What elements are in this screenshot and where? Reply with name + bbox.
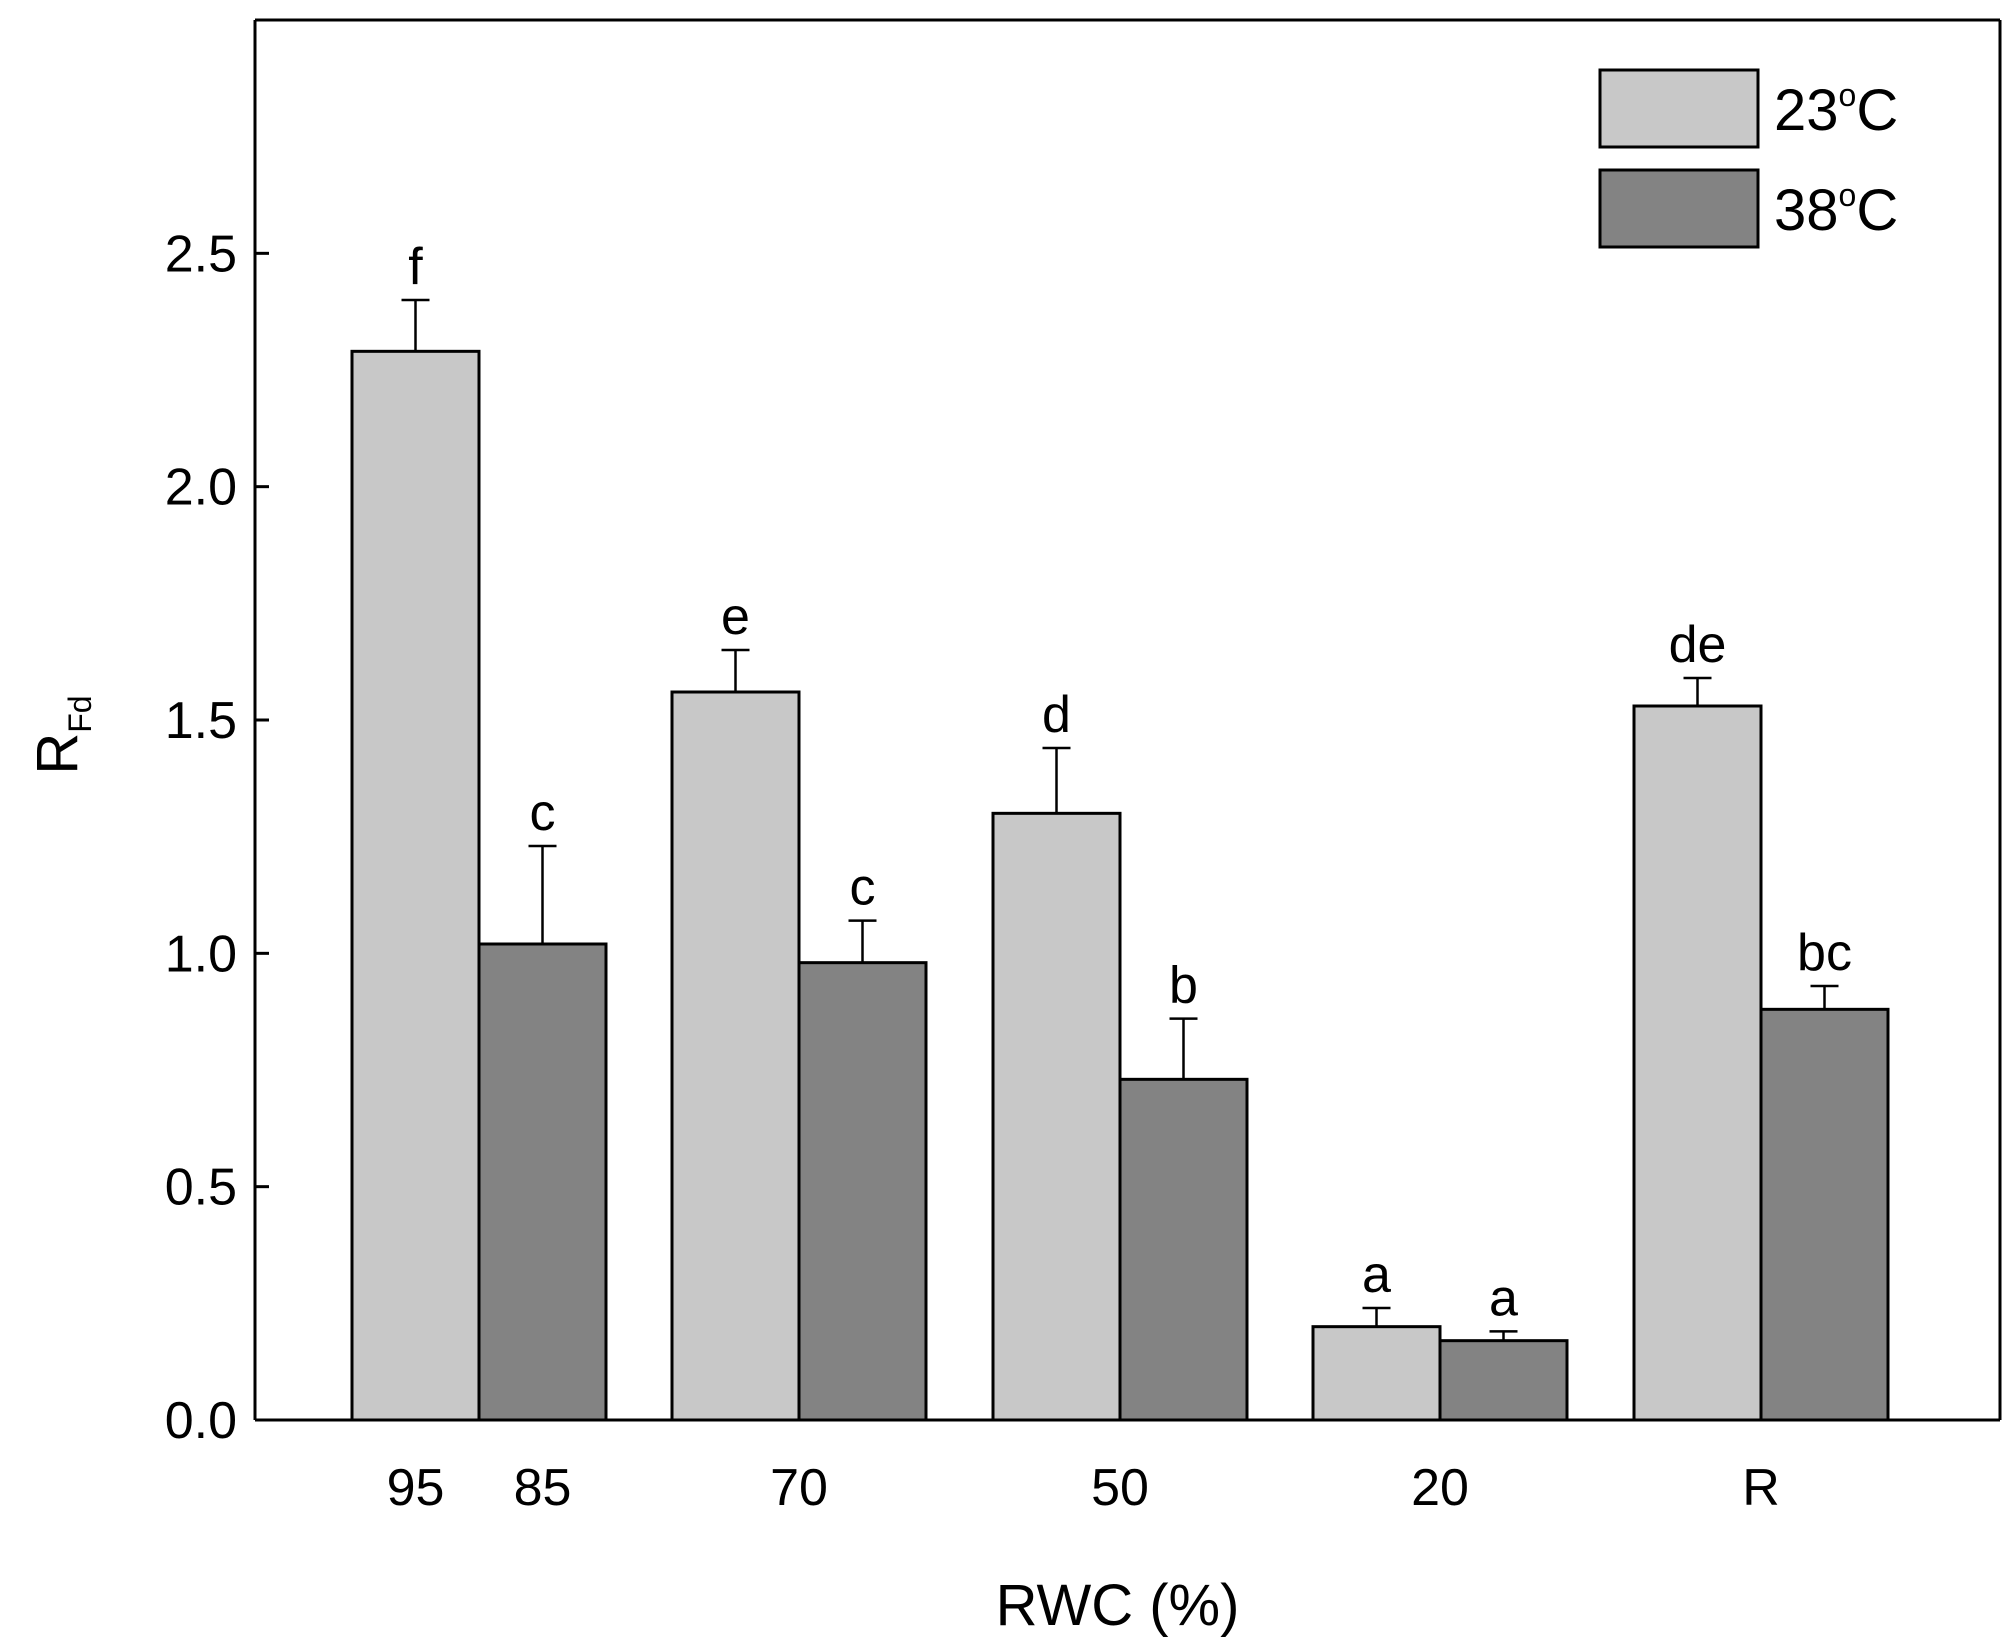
degree-sign: o [1839, 77, 1857, 113]
y-tick-label: 0.0 [165, 1392, 237, 1450]
significance-label: d [1042, 686, 1071, 744]
x-tick-label: R [1742, 1459, 1780, 1517]
significance-label: bc [1797, 924, 1852, 982]
bar-23C-group-2 [670, 690, 801, 1422]
legend-label-value: 23 [1774, 78, 1839, 143]
x-tick-label: 50 [1091, 1459, 1149, 1517]
significance-label: de [1669, 616, 1727, 674]
legend-label-23C: 23oC [1774, 77, 1898, 143]
bar-38C-group-5 [1759, 1007, 1890, 1422]
legend-swatch-38C [1598, 168, 1760, 249]
significance-label: e [721, 588, 750, 646]
x-tick-label: 20 [1411, 1459, 1469, 1517]
legend-label-value: 38 [1774, 178, 1839, 243]
legend-label-unit: C [1856, 178, 1898, 243]
y-axis-title: RFd [25, 695, 98, 774]
significance-label: a [1362, 1246, 1391, 1304]
bar-23C-group-5 [1632, 704, 1763, 1422]
significance-label: a [1489, 1269, 1518, 1327]
y-axis-title-main: R [25, 733, 90, 775]
degree-sign: o [1839, 177, 1857, 213]
y-tick-label: 2.5 [165, 225, 237, 283]
bar-38C-group-2 [797, 961, 928, 1422]
bar-23C-group-4 [1311, 1325, 1442, 1422]
x-tick-label: 70 [770, 1459, 828, 1517]
legend-label-38C: 38oC [1774, 177, 1898, 243]
significance-label: b [1169, 957, 1198, 1015]
x-axis-title: RWC (%) [996, 1573, 1240, 1638]
y-tick-label: 2.0 [165, 459, 237, 517]
plot-area: f c e c d b a a de bc [350, 238, 1890, 1422]
legend-label-unit: C [1856, 78, 1898, 143]
bar-38C-group-3 [1118, 1077, 1249, 1422]
significance-label: f [408, 238, 423, 296]
y-tick-label: 0.5 [165, 1159, 237, 1217]
y-axis-title-subscript: Fd [62, 695, 98, 732]
y-tick-label: 1.0 [165, 925, 237, 983]
bar-23C-group-3 [991, 811, 1122, 1422]
significance-label: c [530, 784, 556, 842]
x-tick-label: 95 [387, 1459, 445, 1517]
x-tick-label: 85 [514, 1459, 572, 1517]
bar-38C-group-1 [477, 942, 608, 1422]
bar-23C-group-1 [350, 349, 481, 1422]
bar-38C-group-4 [1438, 1339, 1569, 1422]
significance-label: c [850, 859, 876, 917]
y-tick-label: 1.5 [165, 692, 237, 750]
legend-swatch-23C [1598, 68, 1760, 149]
